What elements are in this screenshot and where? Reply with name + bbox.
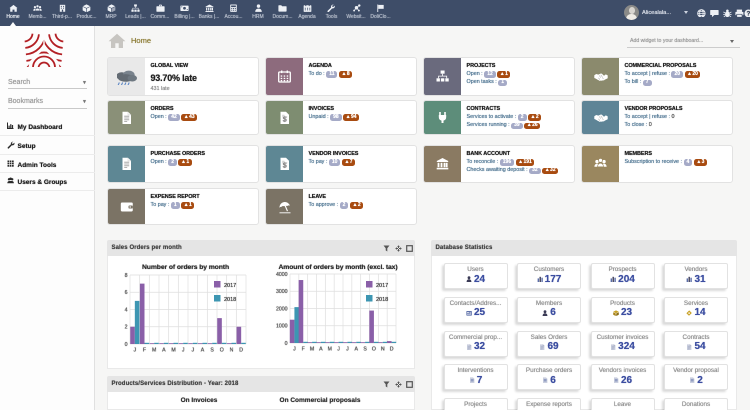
svg-text:$: $ xyxy=(282,163,286,170)
svg-text:J: J xyxy=(182,348,185,354)
svg-text:F: F xyxy=(143,348,146,354)
svg-text:?: ? xyxy=(746,10,750,17)
svg-text:A: A xyxy=(201,348,205,354)
svg-text:Amount of orders by month (exc: Amount of orders by month (excl. tax) xyxy=(278,264,397,271)
svg-text:D: D xyxy=(390,347,394,353)
svg-text:J: J xyxy=(293,347,296,353)
svg-text:O: O xyxy=(372,347,376,353)
svg-text:S: S xyxy=(210,348,214,354)
svg-text:M: M xyxy=(310,347,314,353)
svg-text:O: O xyxy=(220,348,224,354)
svg-text:A: A xyxy=(355,347,359,353)
svg-text:2017: 2017 xyxy=(224,283,236,289)
svg-text:2000: 2000 xyxy=(276,306,288,312)
svg-text:J: J xyxy=(192,348,195,354)
svg-text:$: $ xyxy=(282,116,286,123)
svg-text:2017: 2017 xyxy=(376,283,388,289)
svg-text:D: D xyxy=(239,348,243,354)
svg-text:0: 0 xyxy=(125,342,128,348)
svg-text:2018: 2018 xyxy=(376,297,388,303)
svg-text:Number of orders by month: Number of orders by month xyxy=(142,264,229,271)
svg-text:4000: 4000 xyxy=(276,272,288,278)
svg-text:6: 6 xyxy=(125,290,128,296)
svg-text:M: M xyxy=(152,348,156,354)
svg-text:3000: 3000 xyxy=(276,289,288,295)
svg-text:8: 8 xyxy=(125,273,128,279)
svg-text:M: M xyxy=(171,348,175,354)
svg-text:S: S xyxy=(363,347,367,353)
svg-text:M: M xyxy=(328,347,332,353)
svg-text:A: A xyxy=(319,347,323,353)
svg-text:J: J xyxy=(134,348,137,354)
svg-text:1000: 1000 xyxy=(276,324,288,330)
svg-text:F: F xyxy=(302,347,305,353)
svg-text:2: 2 xyxy=(125,325,128,331)
svg-text:N: N xyxy=(381,347,385,353)
svg-text:0: 0 xyxy=(285,341,288,347)
svg-text:J: J xyxy=(346,347,349,353)
svg-text:A: A xyxy=(162,348,166,354)
svg-text:4: 4 xyxy=(125,307,128,313)
svg-text:N: N xyxy=(230,348,234,354)
svg-text:J: J xyxy=(337,347,340,353)
svg-text:2018: 2018 xyxy=(224,297,236,303)
